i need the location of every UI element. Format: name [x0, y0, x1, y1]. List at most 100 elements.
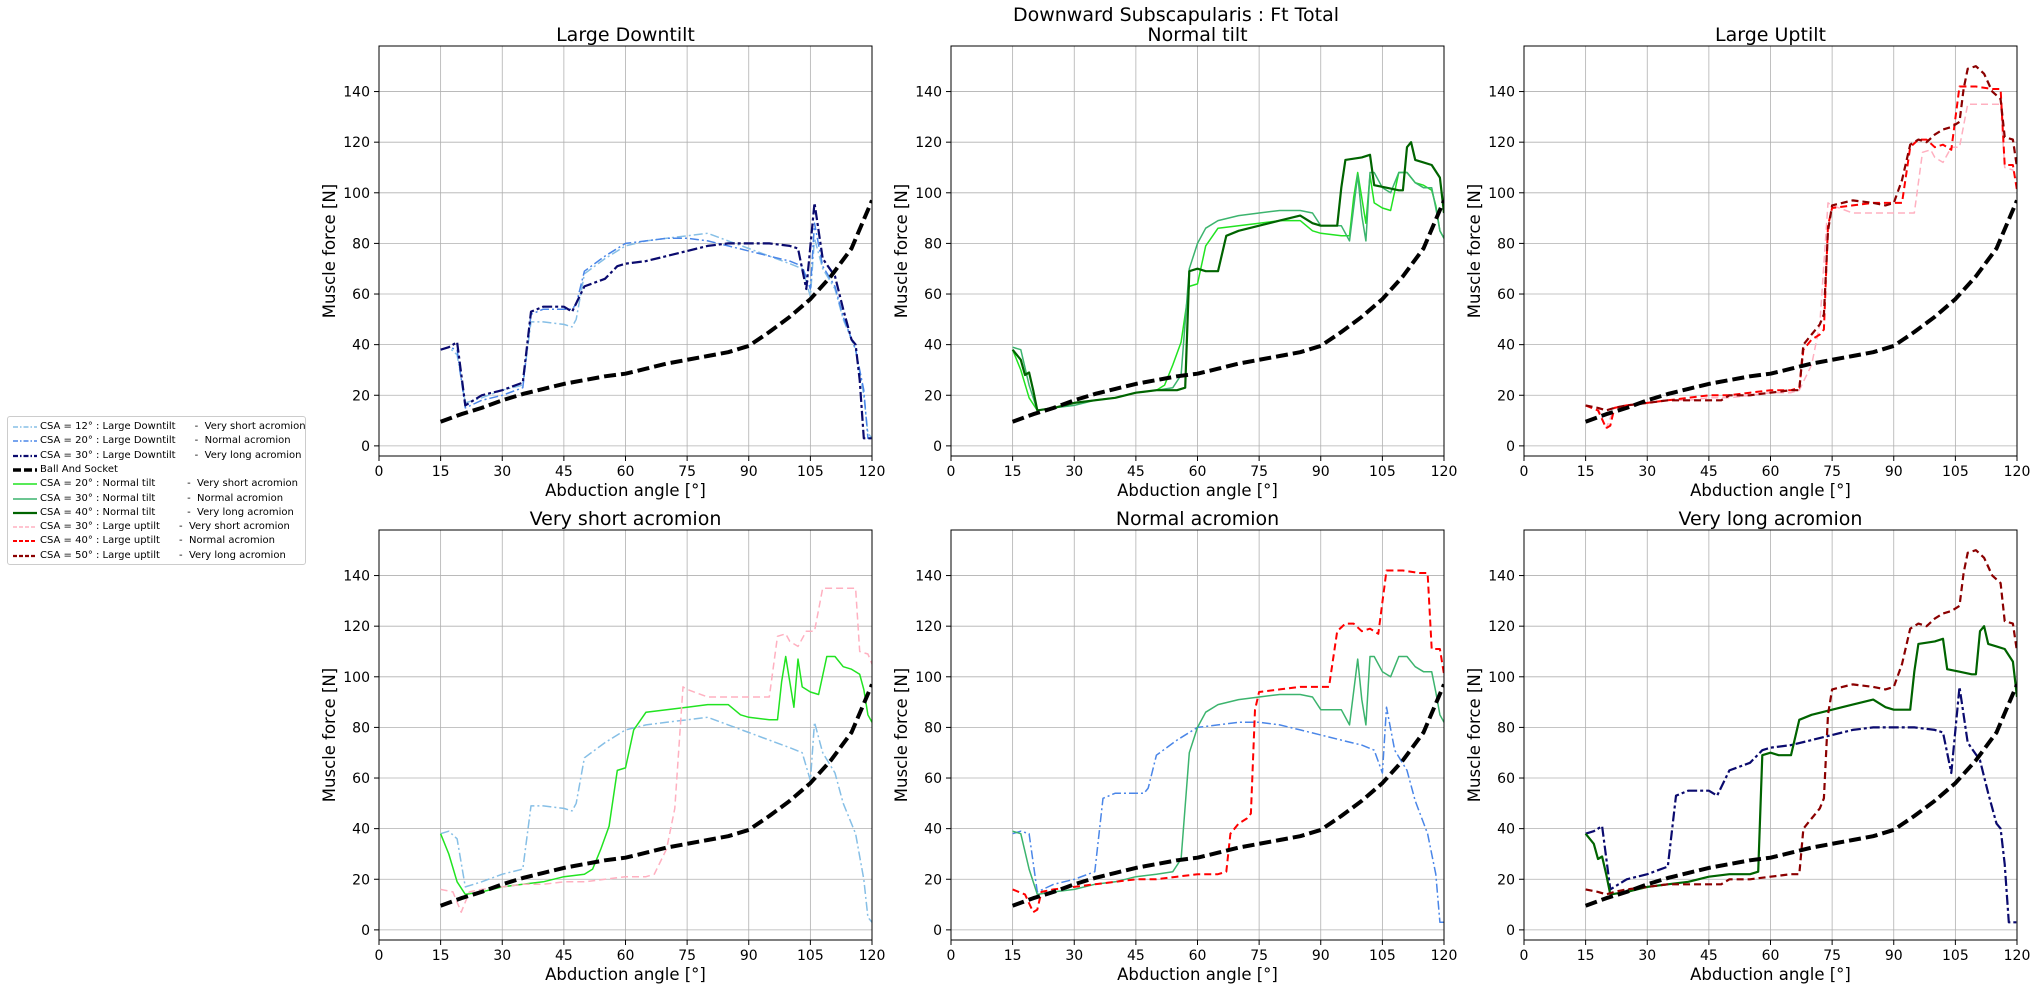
series-line-s20	[1012, 706, 1444, 924]
x-tick-label: 0	[1520, 464, 1529, 480]
x-tick-label: 30	[1065, 948, 1083, 964]
y-tick-label: 120	[915, 135, 942, 151]
y-tick-label: 100	[915, 670, 942, 686]
y-tick-label: 40	[1497, 338, 1515, 354]
y-tick-label: 140	[343, 85, 370, 101]
x-tick-label: 75	[1250, 464, 1268, 480]
y-tick-label: 0	[933, 923, 942, 939]
series-line-ball	[1011, 199, 1444, 424]
x-axis-label: Abduction angle [°]	[1117, 481, 1278, 500]
x-tick-label: 90	[1885, 948, 1903, 964]
legend-label: CSA = 40° : Large uptilt - Normal acromi…	[40, 535, 275, 547]
subplot-title: Very long acromion	[1679, 508, 1863, 530]
y-tick-label: 20	[924, 872, 942, 888]
x-axis-label: Abduction angle [°]	[1690, 965, 1851, 984]
subplot-title: Large Downtilt	[556, 24, 695, 46]
x-tick-label: 75	[1823, 464, 1841, 480]
x-tick-label: 90	[740, 464, 758, 480]
series-group	[1584, 65, 2017, 430]
x-tick-label: 120	[1431, 948, 1458, 964]
y-tick-label: 0	[1506, 439, 1515, 455]
y-tick-label: 80	[352, 720, 370, 736]
x-tick-label: 30	[1638, 464, 1656, 480]
y-tick-label: 40	[352, 338, 370, 354]
subplot-3: 0 15 30 45 60 75 90 105 120 0 20 40 60 80 100 120 140 Abd…	[1465, 24, 2030, 500]
x-axis-label: Abduction angle [°]	[1117, 965, 1278, 984]
y-tick-label: 80	[1497, 236, 1515, 252]
legend-swatch	[13, 554, 37, 557]
y-tick-label: 120	[915, 619, 942, 635]
x-tick-label: 120	[859, 948, 886, 964]
x-tick-label: 45	[555, 948, 573, 964]
y-axis-label: Muscle force [N]	[892, 184, 911, 318]
x-tick-label: 15	[432, 464, 450, 480]
subplot-title: Normal tilt	[1147, 24, 1247, 46]
legend-label: CSA = 30° : Large uptilt - Very short ac…	[40, 521, 290, 533]
series-line-u50	[1585, 549, 2017, 896]
legend-item: CSA = 20° : Normal tilt - Very short acr…	[8, 477, 305, 491]
x-tick-label: 30	[493, 464, 511, 480]
subplot-2: 0 15 30 45 60 75 90 105 120 0 20 40 60 80 100 120 140 Abd…	[892, 24, 1457, 500]
series-line-ball	[1011, 683, 1444, 908]
series-line-u30	[440, 587, 872, 913]
x-tick-label: 0	[947, 464, 956, 480]
legend-item: CSA = 20° : Large Downtilt - Normal acro…	[8, 434, 305, 448]
y-tick-label: 100	[343, 186, 370, 202]
x-tick-label: 105	[797, 948, 824, 964]
x-tick-label: 120	[859, 464, 886, 480]
legend-item: CSA = 50° : Large uptilt - Very long acr…	[8, 549, 305, 563]
x-tick-label: 90	[1885, 464, 1903, 480]
x-tick-label: 15	[1577, 464, 1595, 480]
x-tick-label: 105	[1369, 464, 1396, 480]
legend-item: CSA = 12° : Large Downtilt - Very short …	[8, 420, 306, 434]
x-tick-label: 105	[1369, 948, 1396, 964]
y-tick-label: 100	[1488, 670, 1515, 686]
x-axis-label: Abduction angle [°]	[545, 481, 706, 500]
x-tick-label: 75	[678, 464, 696, 480]
legend-label: CSA = 40° : Normal tilt - Very long acro…	[40, 506, 294, 518]
y-tick-label: 140	[1488, 569, 1515, 585]
subplot-5: 0 15 30 45 60 75 90 105 120 0 20 40 60 80 100 120 140 Abd…	[892, 508, 1457, 984]
x-tick-label: 15	[432, 948, 450, 964]
subplot-title: Large Uptilt	[1715, 24, 1826, 46]
x-tick-label: 120	[2004, 464, 2031, 480]
legend-item: CSA = 30° : Large uptilt - Very short ac…	[8, 520, 305, 534]
legend-swatch	[13, 511, 37, 514]
x-tick-label: 90	[1312, 464, 1330, 480]
x-tick-label: 15	[1577, 948, 1595, 964]
series-group	[439, 199, 872, 440]
x-tick-label: 0	[375, 948, 384, 964]
x-tick-label: 60	[1189, 948, 1207, 964]
x-tick-label: 75	[678, 948, 696, 964]
subplot-1: 0 15 30 45 60 75 90 105 120 0 20 40 60 80 100 120 140 Abd…	[320, 24, 885, 500]
series-line-n20	[1011, 171, 1444, 412]
legend-swatch	[13, 497, 37, 500]
series-group	[1011, 141, 1444, 424]
series-line-s30	[1585, 685, 2017, 924]
legend-item: CSA = 30° : Normal tilt - Normal acromio…	[8, 492, 305, 506]
y-tick-label: 40	[924, 822, 942, 838]
x-tick-label: 0	[375, 464, 384, 480]
x-tick-label: 60	[1762, 948, 1780, 964]
y-tick-label: 80	[352, 236, 370, 252]
x-tick-label: 90	[1312, 948, 1330, 964]
series-line-n40	[1011, 141, 1444, 412]
x-axis-label: Abduction angle [°]	[545, 965, 706, 984]
y-tick-label: 140	[915, 85, 942, 101]
y-tick-label: 60	[1497, 287, 1515, 303]
legend-swatch	[13, 540, 37, 543]
y-tick-label: 60	[924, 771, 942, 787]
legend-label: CSA = 30° : Normal tilt - Normal acromio…	[40, 492, 284, 504]
y-tick-label: 60	[1497, 771, 1515, 787]
y-tick-label: 100	[1488, 186, 1515, 202]
y-tick-label: 20	[1497, 388, 1515, 404]
y-tick-label: 40	[1497, 822, 1515, 838]
x-tick-label: 0	[1520, 948, 1529, 964]
subplot-title: Normal acromion	[1116, 508, 1279, 530]
legend-item: Ball And Socket	[8, 463, 305, 477]
y-tick-label: 0	[361, 923, 370, 939]
figure-suptitle: Downward Subscapularis : Ft Total	[1013, 4, 1339, 26]
x-tick-label: 15	[1004, 948, 1022, 964]
legend-item: CSA = 40° : Large uptilt - Normal acromi…	[8, 534, 305, 548]
legend: CSA = 12° : Large Downtilt - Very short …	[7, 416, 306, 565]
